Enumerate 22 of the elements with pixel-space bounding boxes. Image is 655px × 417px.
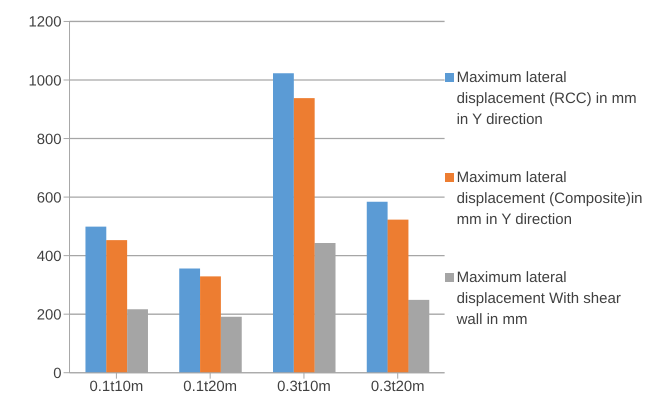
y-tick-label: 1000 bbox=[28, 73, 62, 90]
bar bbox=[106, 240, 128, 373]
bar bbox=[366, 202, 388, 373]
y-tick-label: 200 bbox=[36, 307, 62, 324]
y-tick-label: 600 bbox=[36, 190, 62, 206]
y-tick-label: 1200 bbox=[28, 14, 62, 31]
x-tick-label: 0.1t10m bbox=[90, 379, 144, 396]
bar bbox=[388, 220, 408, 373]
legend-label: Maximum lateral displacement (RCC) in mm in Y direction bbox=[456, 68, 638, 130]
bar bbox=[200, 276, 221, 373]
y-tick-label: 800 bbox=[36, 132, 62, 148]
bar bbox=[294, 98, 315, 373]
y-tick-label: 0 bbox=[53, 366, 62, 382]
y-tick-label: 400 bbox=[36, 248, 62, 265]
bar bbox=[179, 268, 200, 373]
legend-label: Maximum lateral displacement (Composite)in mm in Y direction bbox=[456, 168, 644, 230]
x-tick-label: 0.3t10m bbox=[277, 379, 331, 396]
bar bbox=[273, 73, 294, 373]
bar bbox=[85, 226, 106, 373]
x-tick-label: 0.1t20m bbox=[183, 379, 238, 396]
legend-label: Maximum lateral displacement With shear wall in mm bbox=[456, 268, 622, 330]
x-tick-label: 0.3t20m bbox=[370, 379, 425, 396]
